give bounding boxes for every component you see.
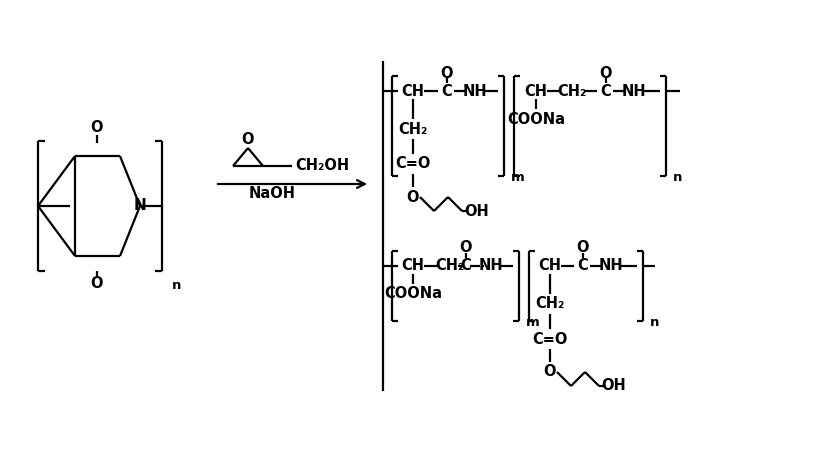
Text: C=O: C=O: [394, 156, 430, 171]
Text: CH: CH: [523, 83, 547, 98]
Text: C: C: [441, 83, 452, 98]
Text: CH: CH: [538, 258, 561, 273]
Text: O: O: [599, 65, 611, 80]
Text: OH: OH: [601, 378, 625, 394]
Text: NaOH: NaOH: [248, 185, 295, 201]
Text: CH₂OH: CH₂OH: [294, 158, 349, 174]
Text: CH₂: CH₂: [557, 83, 586, 98]
Text: CH: CH: [401, 258, 424, 273]
Text: O: O: [241, 133, 254, 147]
Text: n: n: [172, 279, 181, 292]
Text: CH: CH: [401, 83, 424, 98]
Text: O: O: [406, 189, 418, 204]
Text: N: N: [133, 198, 146, 213]
Text: CH₂: CH₂: [398, 121, 428, 137]
Text: C=O: C=O: [532, 331, 567, 346]
Text: m: m: [525, 316, 539, 329]
Text: O: O: [576, 240, 589, 256]
Text: O: O: [459, 240, 471, 256]
Text: O: O: [543, 364, 556, 379]
Text: O: O: [91, 120, 103, 135]
Text: CH₂: CH₂: [435, 258, 464, 273]
Text: O: O: [440, 65, 452, 80]
Text: NH: NH: [621, 83, 646, 98]
Text: COONa: COONa: [384, 286, 442, 302]
Text: C: C: [577, 258, 588, 273]
Text: COONa: COONa: [506, 111, 564, 126]
Text: n: n: [672, 171, 681, 184]
Text: O: O: [91, 276, 103, 291]
Text: NH: NH: [598, 258, 623, 273]
Text: n: n: [649, 316, 658, 329]
Text: NH: NH: [478, 258, 503, 273]
Text: C: C: [460, 258, 471, 273]
Text: m: m: [510, 171, 524, 184]
Text: NH: NH: [462, 83, 487, 98]
Text: OH: OH: [464, 203, 489, 218]
Text: CH₂: CH₂: [535, 296, 564, 312]
Text: C: C: [600, 83, 610, 98]
